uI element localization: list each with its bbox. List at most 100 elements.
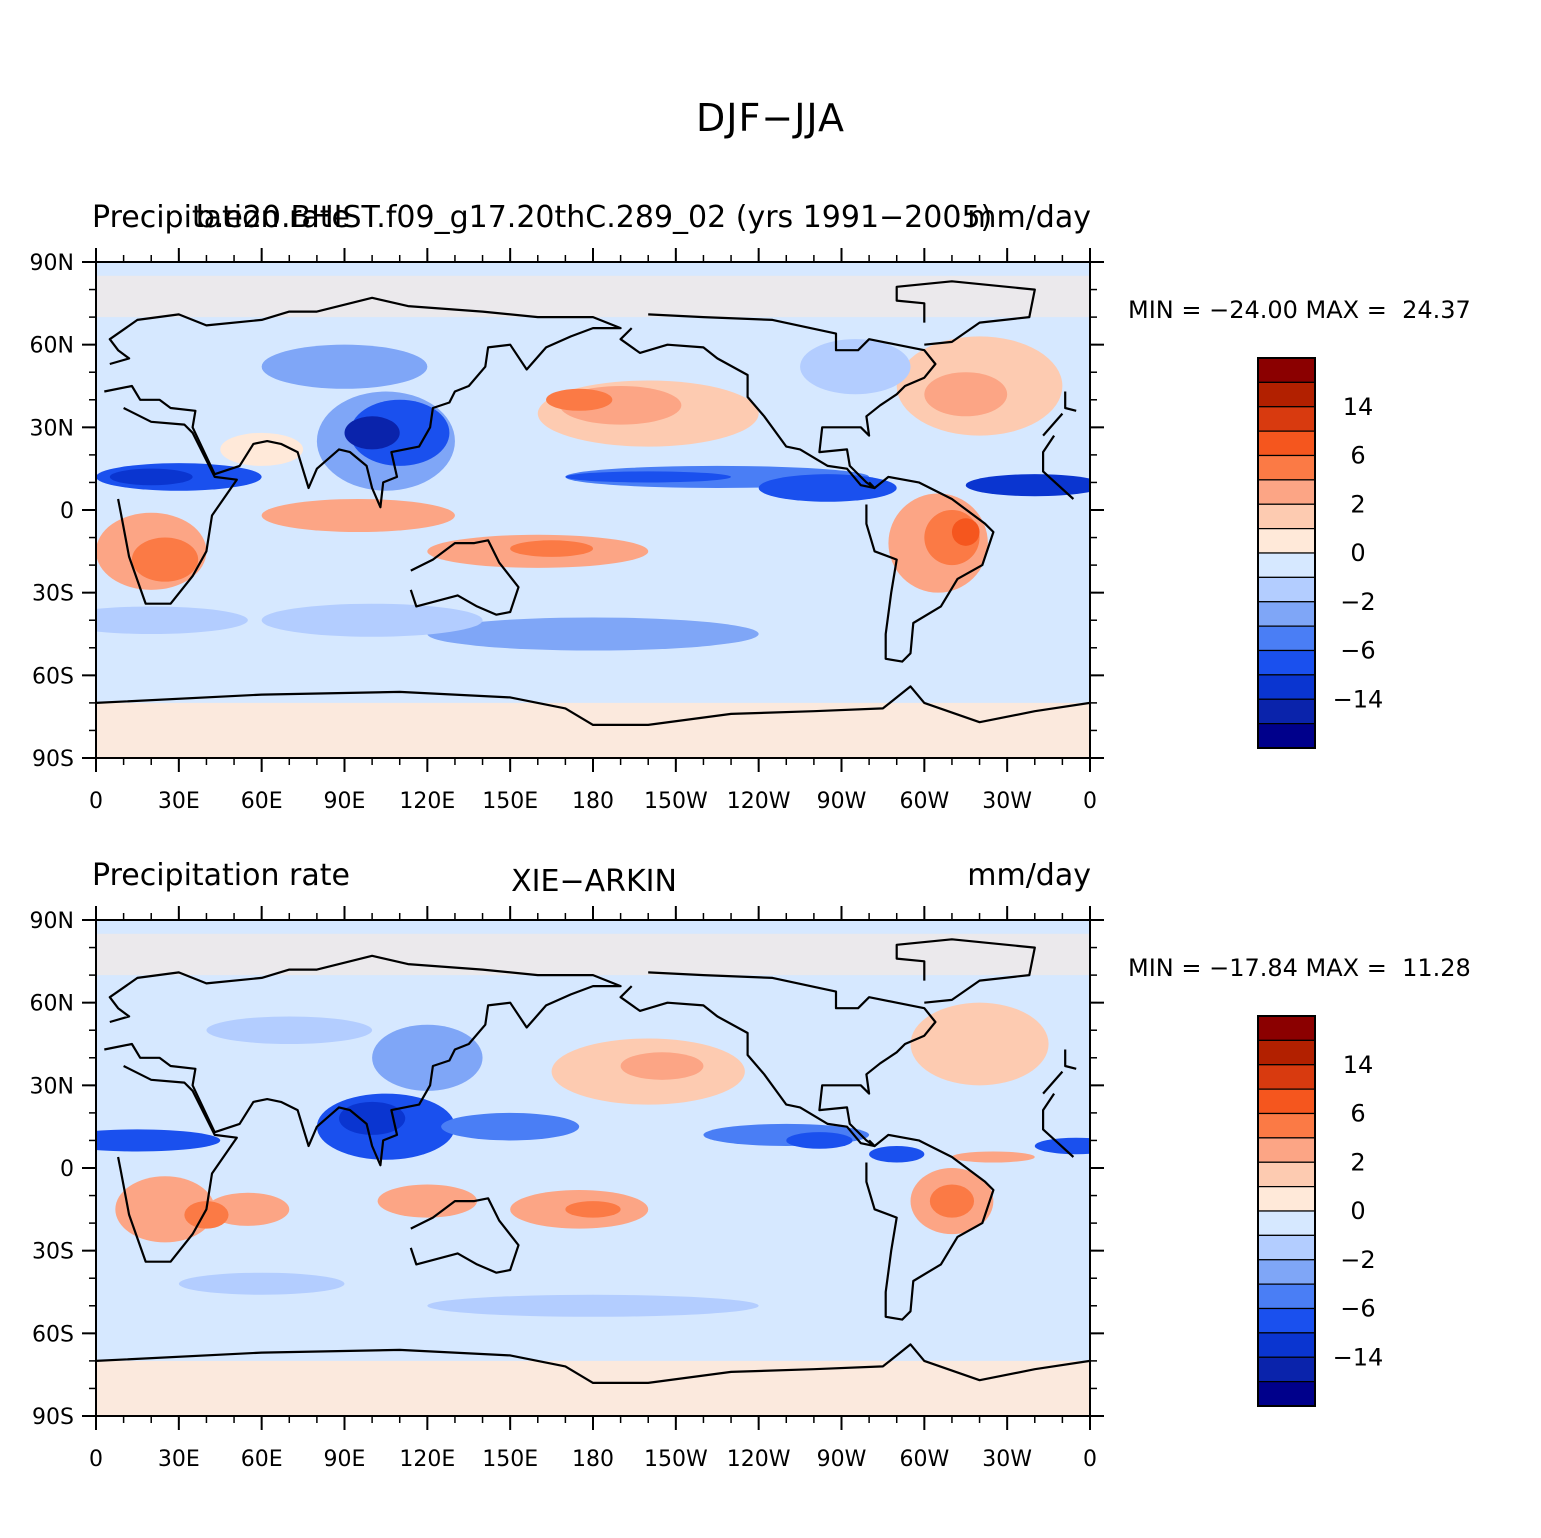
anomaly-band	[96, 1360, 1090, 1416]
lat-label: 90N	[30, 251, 74, 276]
lon-label: 30W	[982, 1447, 1032, 1472]
lat-label: 90S	[32, 747, 74, 772]
colorbar-swatch	[1257, 1088, 1316, 1115]
lat-label: 0	[60, 499, 74, 524]
colorbar-swatch	[1257, 552, 1316, 578]
colorbar-frame	[1257, 357, 1316, 749]
variable-label: Precipitation rate	[92, 858, 350, 893]
figure-title: DJF−JJA	[696, 96, 845, 140]
lon-label: 120E	[399, 789, 455, 814]
anomaly-patch	[261, 344, 428, 389]
lat-label: 30S	[32, 582, 74, 607]
model-panel: Precipitation rate b.e20.BHIST.f09_g17.2…	[0, 200, 1541, 860]
anomaly-patch	[869, 1145, 925, 1163]
colorbar-swatch	[1257, 1015, 1316, 1041]
units-label: mm/day	[967, 200, 1091, 235]
dataset-label: XIE−ARKIN	[511, 864, 677, 899]
colorbar-swatch	[1257, 1234, 1316, 1261]
lat-label: 30N	[30, 1074, 74, 1099]
colorbar-label: 14	[1343, 1051, 1374, 1079]
lon-label: 90W	[817, 789, 867, 814]
colorbar-swatch	[1257, 1064, 1316, 1090]
colorbar-swatch	[1257, 1161, 1316, 1188]
colorbar-swatch	[1257, 406, 1316, 432]
lat-label: 30S	[32, 1240, 74, 1265]
colorbar-frame	[1257, 1015, 1316, 1407]
colorbar-swatch	[1257, 576, 1316, 603]
anomaly-band	[96, 702, 1090, 758]
anomaly-patch	[786, 1132, 853, 1149]
colorbar-swatch	[1257, 1210, 1316, 1236]
anomaly-patch	[758, 474, 897, 502]
lon-label: 30E	[158, 789, 200, 814]
anomaly-patch	[372, 1024, 483, 1091]
anomaly-patch	[910, 1002, 1049, 1086]
lon-label: 0	[89, 1447, 103, 1472]
colorbar-swatch	[1257, 1137, 1316, 1163]
anomaly-patch	[1034, 1137, 1090, 1155]
lat-label: 60S	[32, 1322, 74, 1347]
colorbar-label: 2	[1350, 1148, 1365, 1176]
anomaly-patch	[620, 1052, 704, 1080]
anomaly-patch	[951, 518, 980, 546]
precip-map: 90N 60N 30N 0 30S 60S 90S 0 30E 60E 90E 120E 150E 180…	[30, 906, 1383, 1472]
anomaly-patch	[344, 416, 400, 450]
lat-label: 60S	[32, 664, 74, 689]
colorbar-swatch	[1257, 1039, 1316, 1066]
lat-label: 90S	[32, 1405, 74, 1430]
units-label: mm/day	[967, 858, 1091, 893]
anomaly-patch	[565, 471, 732, 483]
obs-panel: Precipitation rate XIE−ARKIN mm/day MIN …	[0, 858, 1541, 1518]
colorbar-swatch	[1257, 1307, 1316, 1334]
map-background	[96, 920, 1090, 1416]
colorbar-label: 14	[1343, 393, 1374, 421]
anomaly-patch	[96, 1129, 221, 1152]
lon-label: 150E	[482, 789, 538, 814]
colorbar-label: 6	[1350, 1100, 1365, 1128]
lon-label: 90E	[324, 1447, 366, 1472]
africa-coastline	[1041, 1092, 1075, 1158]
anomaly-patch	[427, 1294, 759, 1317]
eurasia-coastline	[1064, 391, 1077, 412]
anomaly-patch	[546, 388, 613, 411]
africa-coastline	[1041, 434, 1075, 500]
anomaly-patch	[350, 399, 450, 466]
colorbar-label: 0	[1350, 539, 1365, 567]
eurasia-coastline	[1064, 1049, 1077, 1070]
anomaly-patch	[965, 474, 1090, 497]
anomaly-patch	[115, 1176, 215, 1243]
lon-label: 0	[1083, 1447, 1097, 1472]
colorbar-label: −14	[1333, 685, 1384, 713]
anomaly-patch	[924, 372, 1008, 417]
case-label: b.e20.BHIST.f09_g17.20thC.289_02 (yrs 19…	[195, 200, 993, 235]
colorbar-swatch	[1257, 1332, 1316, 1358]
australia-coastline	[409, 539, 520, 616]
anomaly-patch	[184, 1201, 229, 1229]
lon-label: 0	[1083, 789, 1097, 814]
colorbar-label: −2	[1340, 588, 1375, 616]
min-max-text: MIN = −17.84 MAX = 11.28	[1128, 954, 1471, 982]
colorbar-label: 2	[1350, 490, 1365, 518]
lat-label: 90N	[30, 909, 74, 934]
lon-label: 120E	[399, 1447, 455, 1472]
antarctica-coastline	[96, 1343, 1090, 1384]
lon-label: 120W	[727, 1447, 791, 1472]
colorbar-swatch	[1257, 1259, 1316, 1285]
anomaly-patch	[261, 498, 455, 533]
anomaly-patch	[565, 1201, 621, 1218]
anomaly-patch	[131, 537, 199, 582]
anomaly-patch	[951, 1151, 1035, 1163]
lon-label: 150E	[482, 1447, 538, 1472]
lon-label: 30W	[982, 789, 1032, 814]
colorbar-swatch	[1257, 1186, 1316, 1212]
colorbar-label: −6	[1340, 1295, 1375, 1323]
anomaly-patch	[800, 339, 911, 395]
africa-coastline	[117, 1065, 238, 1263]
anomaly-patch	[178, 1272, 345, 1295]
lon-label: 90W	[817, 1447, 867, 1472]
precip-map: 90N 60N 30N 0 30S 60S 90S 0 30E 60E 90E 120E 150E 180…	[30, 248, 1384, 814]
colorbar-swatch	[1257, 1381, 1316, 1407]
anomaly-patch	[96, 606, 248, 634]
anomaly-patch	[109, 468, 193, 486]
lon-label: 180	[572, 1447, 614, 1472]
